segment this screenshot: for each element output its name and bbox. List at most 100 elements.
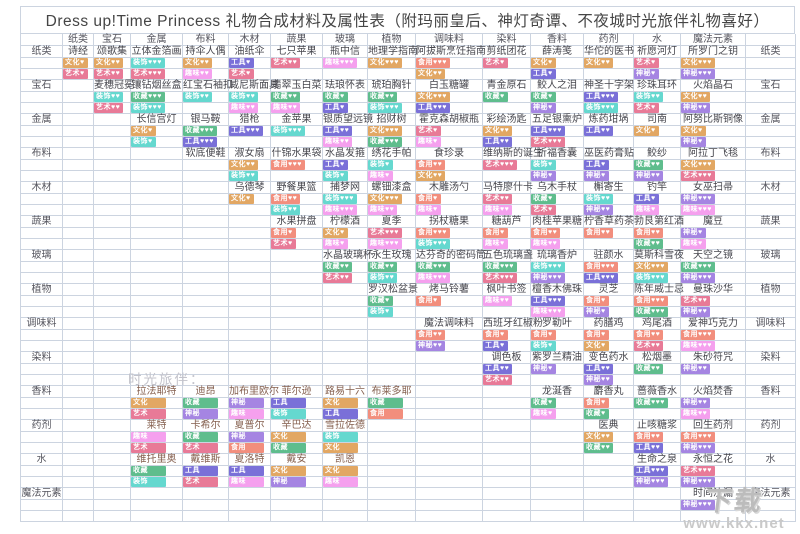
grid-cell: 艺术♥ (416, 126, 483, 137)
attribute-tag: 趣味♥♥ (483, 296, 513, 306)
table-row: 文化♥ 文化♥♥ 装饰♥♥♥ 文化♥♥ 工具♥ 艺术♥♥ 趣味♥♥♥ 文化♥♥♥ 食用♥♥♥ 艺术… (21, 58, 796, 69)
grid-cell: 艺术♥♥♥ (531, 137, 584, 148)
grid-cell (131, 160, 183, 171)
table-row: 文化 收藏 神秘 工具 文化 收藏 收藏♥ 食用♥ 收藏♥♥♥ 神秘♥♥ (21, 398, 796, 409)
grid-cell: 工具♥ (323, 160, 368, 171)
grid-cell (746, 205, 796, 216)
item-name: 永生玫瑰 (368, 250, 416, 262)
grid-cell (746, 34, 796, 46)
attribute-tag: 趣味♥♥ (271, 103, 301, 113)
grid-cell (531, 466, 584, 477)
grid-cell: 装饰♥ (323, 171, 368, 182)
item-name: 木雕汤勺 (416, 182, 483, 194)
grid-cell (94, 466, 131, 477)
grid-cell (531, 511, 584, 522)
grid-cell (746, 58, 796, 69)
companion-name: 菲尔逊 (271, 386, 323, 398)
attribute-tag: 趣味♥♥♥ (323, 205, 357, 215)
grid-cell (271, 296, 323, 307)
attribute-tag: 工具♥♥ (584, 364, 614, 374)
attribute-tag: 收藏♥ (531, 398, 556, 408)
attribute-tag: 工具♥♥♥ (584, 92, 618, 102)
table-row: 神秘♥♥♥ (21, 500, 796, 511)
grid-cell (271, 488, 323, 500)
table-row: 工具♥♥ 神秘♥ 工具♥♥ 收藏♥♥ 神秘♥♥ (21, 364, 796, 375)
attribute-tag: 文化 (271, 432, 306, 442)
grid-cell (229, 330, 271, 341)
item-name: 止咳糖浆 (634, 420, 681, 432)
grid-cell: 工具 (323, 409, 368, 420)
grid-cell (368, 318, 416, 330)
column-header: 纸类 (63, 34, 94, 46)
attribute-tag: 食用♥♥♥ (681, 330, 715, 340)
grid-cell: 趣味♥ (681, 239, 746, 250)
grid-cell (271, 364, 323, 375)
attribute-tag: 收藏♥♥ (634, 364, 664, 374)
grid-cell: 收藏♥ (584, 409, 634, 420)
grid-cell (94, 364, 131, 375)
grid-cell (63, 250, 94, 262)
grid-cell: 艺术♥♥♥ (483, 160, 531, 171)
grid-cell (21, 228, 63, 239)
attribute-tag: 食用♥♥ (416, 330, 446, 340)
row-header-left: 药剂 (21, 420, 63, 432)
row-header-right: 药剂 (746, 420, 796, 432)
attribute-tag: 食用♥♥♥ (416, 58, 450, 68)
grid-cell (21, 375, 63, 386)
grid-cell: 收藏♥ (323, 92, 368, 103)
table-row: 装饰♥♥ 趣味♥♥♥ 趣味♥♥ 趣味♥ 趣味♥♥ 艺术♥ 神秘♥♥ 趣味♥ 趣味♥♥♥ (21, 205, 796, 216)
attribute-tag: 收藏♥♥♥ (368, 137, 402, 147)
grid-cell: 工具♥♥ (584, 126, 634, 137)
grid-cell (131, 205, 183, 216)
item-name: 五色琉璃盏 (483, 250, 533, 262)
grid-cell: 工具♥♥ (634, 443, 681, 454)
grid-cell (416, 420, 483, 432)
grid-cell: 装饰 (131, 477, 183, 488)
grid-cell (746, 194, 796, 205)
grid-cell (634, 409, 681, 420)
grid-cell: 收藏♥♥ (368, 262, 416, 273)
attribute-tag: 文化♥ (63, 58, 88, 68)
grid-cell: 收藏♥♥♥ (416, 262, 483, 273)
attribute-tag: 艺术♥ (271, 239, 296, 249)
grid-cell: 艺术♥♥ (323, 273, 368, 284)
grid-cell: 食用 (368, 409, 416, 420)
attribute-tag: 趣味♥♥♥ (416, 273, 450, 283)
attribute-tag: 装饰♥ (531, 341, 556, 351)
grid-cell (368, 69, 416, 80)
item-name: 阿努比斯铜像 (681, 114, 746, 126)
attribute-tag: 文化♥ (681, 126, 706, 136)
item-name: 紫罗兰精油 (531, 352, 584, 364)
attribute-tag: 工具♥♥♥ (229, 126, 263, 136)
grid-cell (634, 500, 681, 511)
grid-cell (634, 488, 681, 500)
grid-cell (746, 262, 796, 273)
item-name: 马特廖什卡 (483, 182, 533, 194)
grid-cell (21, 511, 63, 522)
grid-cell (94, 182, 131, 194)
grid-cell: 食用♥♥ (531, 228, 584, 239)
grid-cell: 文化♥♥ (183, 58, 229, 69)
attribute-tag: 神秘♥ (531, 171, 556, 181)
item-name: 火焰焚香 (681, 386, 746, 398)
grid-cell (63, 273, 94, 284)
item-name: 琉璃香炉 (531, 250, 584, 262)
grid-cell (416, 409, 483, 420)
materials-table: 纸类 宝石 金属 布料 木材 蔬果 玻璃 植物 调味料 染料 香料 药剂水魔法元素 纸类 诗经 颂歌集 立体金… (20, 34, 796, 522)
grid-cell (21, 205, 63, 216)
attribute-tag: 收藏♥ (531, 194, 556, 204)
grid-cell (531, 500, 584, 511)
item-name: 镶钻烟丝盒 (131, 80, 183, 92)
grid-cell: 文化♥♥♥ (681, 58, 746, 69)
grid-cell: 艺术♥ (229, 69, 271, 80)
attribute-tag: 收藏♥♥♥ (183, 126, 217, 136)
item-name: 银马鞍 (183, 114, 229, 126)
attribute-tag: 装饰♥♥♥ (323, 194, 357, 204)
grid-cell (21, 466, 63, 477)
attribute-tag: 工具♥♥♥ (183, 137, 217, 147)
attribute-tag: 收藏♥ (483, 92, 508, 102)
item-name: 金苹果 (271, 114, 323, 126)
attribute-tag: 神秘♥♥ (681, 103, 711, 113)
attribute-tag: 收藏♥ (584, 409, 609, 419)
attribute-tag: 艺术♥ (416, 126, 441, 136)
